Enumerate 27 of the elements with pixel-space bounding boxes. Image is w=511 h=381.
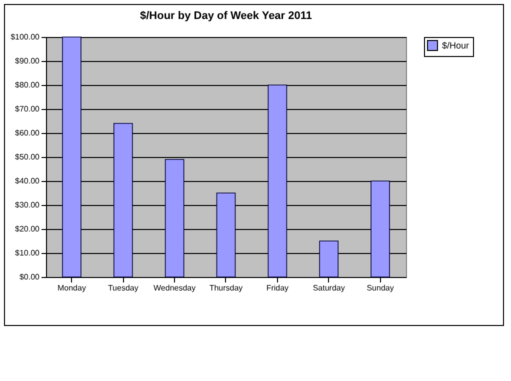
y-tick-label: $30.00 (15, 200, 40, 210)
y-tick-label: $20.00 (15, 224, 40, 234)
bar (319, 240, 339, 278)
bar (216, 192, 236, 278)
x-tick-label: Wednesday (154, 284, 196, 292)
bar (113, 123, 133, 278)
bar (164, 159, 184, 278)
y-tick-label: $0.00 (19, 272, 40, 282)
y-tick-label: $70.00 (15, 104, 40, 114)
y-tick-label: $80.00 (15, 80, 40, 90)
y-tick-label: $10.00 (15, 248, 40, 258)
x-tick-label: Saturday (312, 284, 345, 292)
chart-title: $/Hour by Day of Week Year 2011 (140, 10, 312, 22)
bar (370, 180, 390, 278)
y-tick-label: $40.00 (15, 176, 40, 186)
legend-label: $/Hour (442, 40, 470, 50)
y-tick-label: $90.00 (15, 56, 40, 66)
x-tick-label: Monday (57, 284, 86, 292)
y-tick-label: $60.00 (15, 128, 40, 138)
bar (62, 36, 82, 278)
y-tick-label: $50.00 (15, 152, 40, 162)
bar (268, 84, 288, 278)
x-tick-label: Thursday (209, 284, 243, 292)
x-tick-label: Sunday (366, 284, 394, 292)
y-tick-label: $100.00 (10, 32, 40, 42)
x-tick-label: Tuesday (108, 284, 138, 292)
x-tick-label: Friday (266, 284, 289, 292)
